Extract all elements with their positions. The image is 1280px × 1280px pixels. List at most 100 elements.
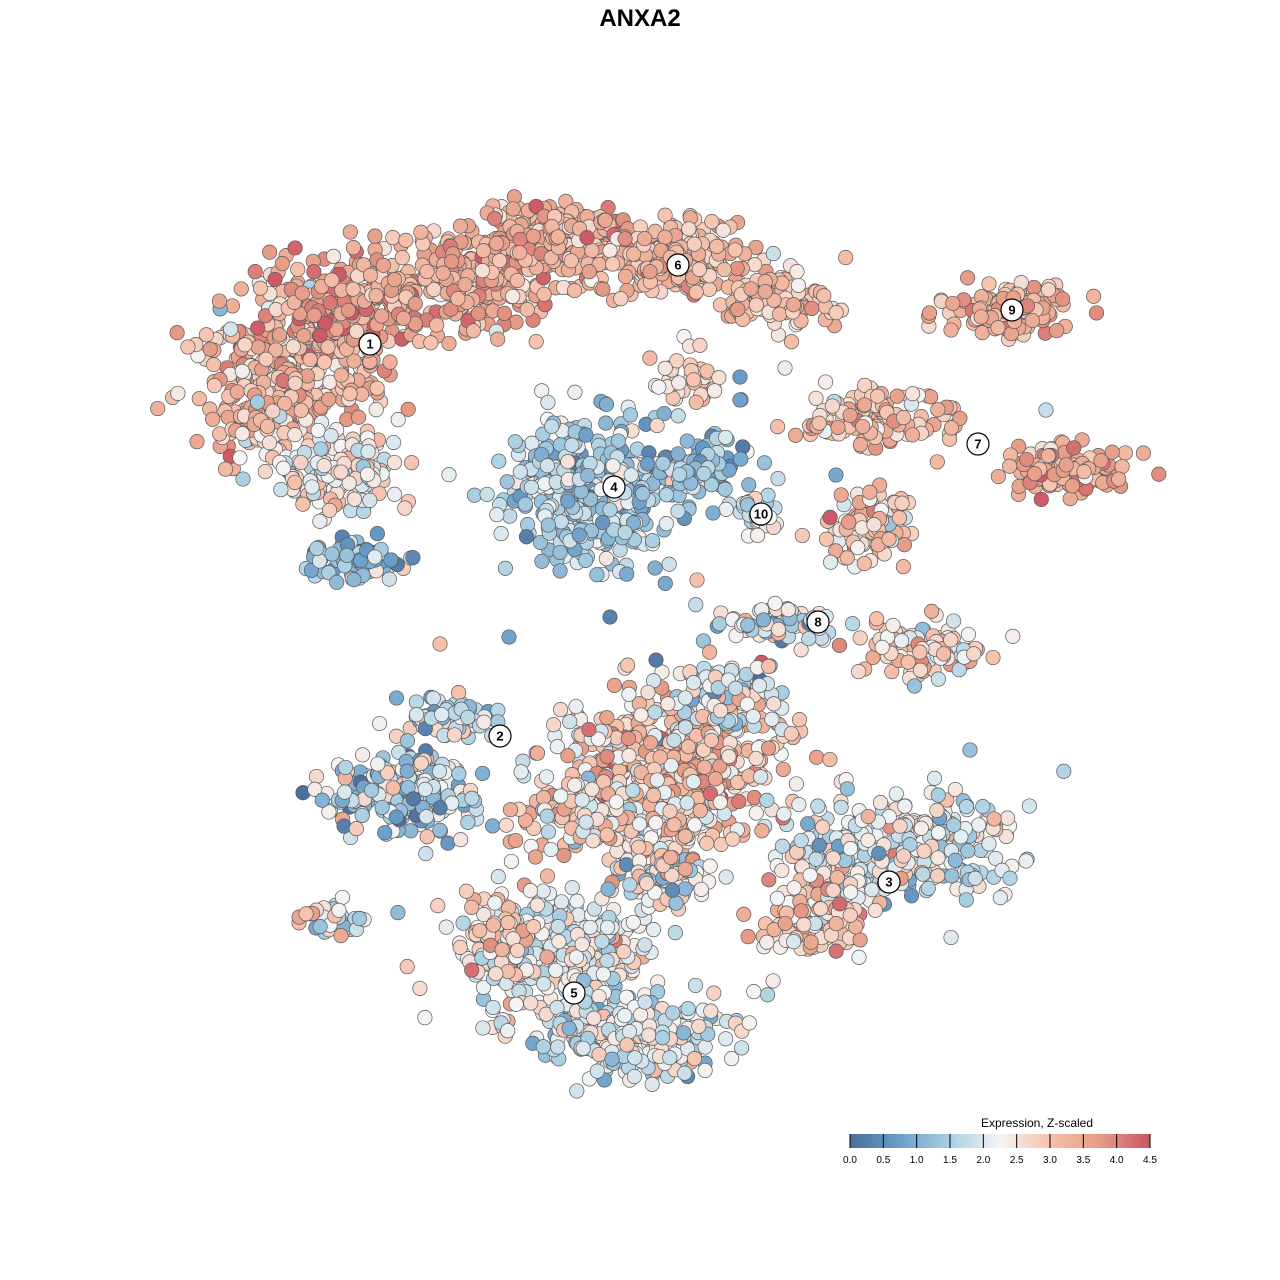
cell-point <box>642 264 658 280</box>
cell-point <box>527 849 544 865</box>
cell-point <box>1019 451 1035 468</box>
cell-point <box>529 745 546 761</box>
cell-point <box>451 685 467 701</box>
cell-point <box>383 552 399 568</box>
cell-point <box>649 772 665 788</box>
cell-point <box>261 435 278 451</box>
cell-point <box>444 253 460 270</box>
cell-point <box>272 327 288 343</box>
cell-point <box>633 707 649 723</box>
cell-point <box>839 781 855 797</box>
cell-point <box>1088 305 1105 321</box>
cell-point <box>191 391 207 407</box>
cell-point <box>701 281 717 297</box>
cell-point <box>345 240 361 256</box>
cell-point <box>783 334 800 350</box>
cell-point <box>539 458 555 474</box>
cell-point <box>569 1083 585 1099</box>
cell-point <box>556 847 572 863</box>
cell-point <box>388 690 405 706</box>
cell-point <box>250 394 266 410</box>
cell-point <box>408 694 424 710</box>
cell-point <box>715 222 731 238</box>
cell-point <box>696 759 713 775</box>
cell-point <box>405 550 421 566</box>
cell-point <box>293 454 309 471</box>
cell-point <box>646 787 662 803</box>
cell-point <box>595 514 611 531</box>
cell-point <box>320 339 336 355</box>
cell-point <box>766 696 782 712</box>
cell-point <box>841 514 857 530</box>
cell-point <box>342 224 358 240</box>
cell-point <box>658 516 674 532</box>
cell-point <box>810 798 826 814</box>
cell-point <box>699 835 715 851</box>
cell-point <box>916 843 932 859</box>
cell-point <box>452 939 468 955</box>
cell-point <box>398 232 414 248</box>
cell-point <box>312 327 328 344</box>
cell-point <box>505 201 521 217</box>
cell-point <box>794 527 810 544</box>
cell-point <box>507 434 523 450</box>
cell-point <box>831 637 848 653</box>
cell-point <box>543 841 559 858</box>
cell-point <box>930 787 946 803</box>
cell-point <box>725 831 741 847</box>
cell-point <box>546 717 562 733</box>
cell-point <box>670 408 686 424</box>
cell-point <box>217 461 234 477</box>
cell-point <box>598 551 614 567</box>
cell-point <box>387 272 403 288</box>
cell-point <box>960 843 976 859</box>
cell-point <box>621 686 637 702</box>
cell-point <box>828 943 844 959</box>
cell-point <box>741 1015 757 1031</box>
cell-point <box>985 649 1001 666</box>
cell-point <box>540 824 556 840</box>
cell-point <box>920 880 936 896</box>
cell-point <box>617 524 633 541</box>
cell-point <box>512 464 528 480</box>
cell-point <box>346 572 362 588</box>
cell-point <box>605 256 621 272</box>
cell-point <box>711 370 727 386</box>
cell-point <box>1040 448 1056 464</box>
cell-point <box>655 455 671 471</box>
cell-point <box>497 560 513 576</box>
cell-point <box>635 486 651 502</box>
cell-point <box>502 508 518 524</box>
cell-point <box>314 792 330 808</box>
cell-point <box>661 556 677 572</box>
cell-point <box>528 334 544 350</box>
cell-point <box>971 817 987 833</box>
cell-point <box>746 984 762 1000</box>
cell-point <box>404 455 420 471</box>
cell-point <box>770 419 786 435</box>
cell-point <box>765 973 781 989</box>
cell-point <box>620 730 636 747</box>
cell-point <box>657 360 673 376</box>
cell-point <box>912 644 928 660</box>
cell-point <box>891 510 908 526</box>
cell-point <box>508 996 524 1012</box>
cell-point <box>660 696 676 712</box>
cell-point <box>487 211 503 227</box>
cell-point <box>729 260 745 276</box>
cell-point <box>625 782 641 799</box>
cell-point <box>691 261 707 277</box>
cell-point <box>585 833 601 849</box>
cell-point <box>688 284 704 300</box>
cell-point <box>470 305 487 322</box>
cell-point <box>862 484 878 500</box>
cell-point <box>740 617 756 633</box>
cell-point <box>498 817 514 833</box>
cell-point <box>688 394 704 410</box>
cell-point <box>748 805 764 821</box>
cell-point <box>943 322 959 338</box>
cell-point <box>679 795 695 811</box>
cell-point <box>464 790 480 806</box>
cell-point <box>929 802 945 818</box>
